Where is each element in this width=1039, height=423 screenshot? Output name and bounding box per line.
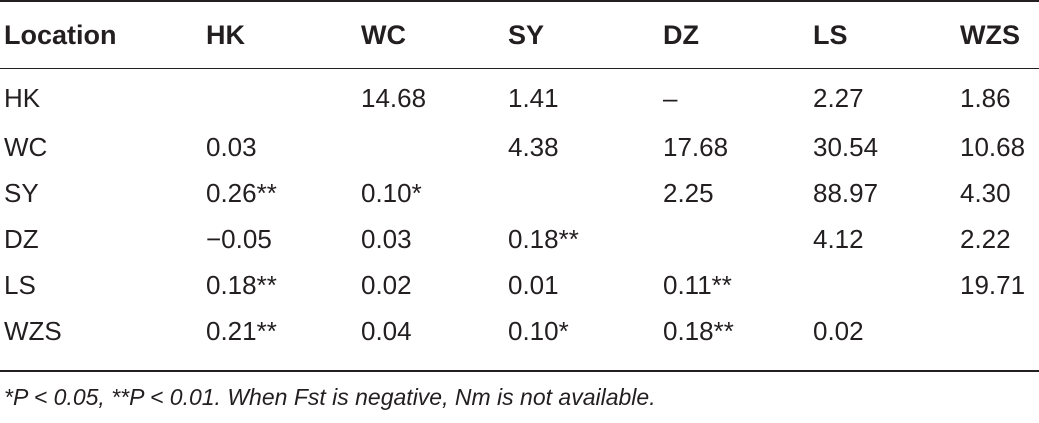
table-cell: 4.30 — [960, 177, 1011, 208]
table-cell: 0.26** — [206, 177, 277, 208]
table-cell: 0.18** — [206, 269, 277, 300]
row-label: SY — [4, 177, 39, 208]
table-row-sy: SY 0.26** 0.10* 2.25 88.97 4.30 — [0, 170, 1039, 216]
row-label: DZ — [4, 223, 39, 254]
table-row-ls: LS 0.18** 0.02 0.01 0.11** 19.71 — [0, 262, 1039, 308]
row-label: LS — [4, 269, 36, 300]
table-cell: 0.21** — [206, 315, 277, 346]
table-cell: 0.10* — [361, 177, 422, 208]
table-header-row: Location HK WC SY DZ LS WZS — [0, 2, 1039, 68]
column-header-location: Location — [4, 19, 117, 50]
table-cell: 0.03 — [206, 131, 257, 162]
table-cell: 17.68 — [663, 131, 729, 162]
column-header-ls: LS — [813, 19, 848, 50]
table-bottom-rule — [0, 370, 1039, 372]
table-cell: 0.02 — [813, 315, 864, 346]
table-cell — [659, 216, 809, 262]
table-cell: 0.03 — [361, 223, 412, 254]
table-cell: −0.05 — [206, 223, 272, 254]
table-cell: 1.41 — [508, 82, 559, 113]
table-cell: 0.02 — [361, 269, 412, 300]
table-row-hk: HK 14.68 1.41 – 2.27 1.86 — [0, 68, 1039, 124]
table-row-wc: WC 0.03 4.38 17.68 30.54 10.68 — [0, 124, 1039, 170]
table-header-rule — [0, 68, 1039, 69]
table-cell — [202, 68, 357, 124]
table-cell — [956, 308, 1039, 354]
table-cell: – — [663, 82, 678, 113]
column-header-wzs: WZS — [960, 19, 1020, 50]
table-cell: 0.04 — [361, 315, 412, 346]
table-cell — [504, 170, 659, 216]
row-label: HK — [4, 82, 41, 113]
table-cell: 0.11** — [663, 269, 732, 300]
table-cell: 4.38 — [508, 131, 559, 162]
table-cell: 30.54 — [813, 131, 879, 162]
table-cell: 4.12 — [813, 223, 864, 254]
table-cell: 2.27 — [813, 82, 864, 113]
table-row-wzs: WZS 0.21** 0.04 0.10* 0.18** 0.02 — [0, 308, 1039, 354]
table-cell: 0.01 — [508, 269, 559, 300]
column-header-hk: HK — [206, 19, 245, 50]
table-cell: 1.86 — [960, 82, 1011, 113]
table-cell: 0.18** — [663, 315, 734, 346]
table-row-dz: DZ −0.05 0.03 0.18** 4.12 2.22 — [0, 216, 1039, 262]
table-cell: 2.25 — [663, 177, 714, 208]
table-top-rule — [0, 0, 1039, 2]
table-cell: 10.68 — [960, 131, 1026, 162]
fst-nm-table: Location HK WC SY DZ LS WZS HK 14.68 1.4… — [0, 2, 1039, 354]
table-cell: 2.22 — [960, 223, 1011, 254]
row-label: WC — [4, 131, 48, 162]
table-cell: 14.68 — [361, 82, 427, 113]
row-label: WZS — [4, 315, 62, 346]
table-footnote: *P < 0.05, **P < 0.01. When Fst is negat… — [4, 384, 656, 410]
table-cell: 19.71 — [960, 269, 1026, 300]
column-header-sy: SY — [508, 19, 545, 50]
column-header-wc: WC — [361, 19, 406, 50]
table-cell: 88.97 — [813, 177, 879, 208]
table-cell: 0.18** — [508, 223, 579, 254]
table-cell: 0.10* — [508, 315, 569, 346]
table-cell — [809, 262, 956, 308]
column-header-dz: DZ — [663, 19, 699, 50]
table-cell — [357, 124, 504, 170]
